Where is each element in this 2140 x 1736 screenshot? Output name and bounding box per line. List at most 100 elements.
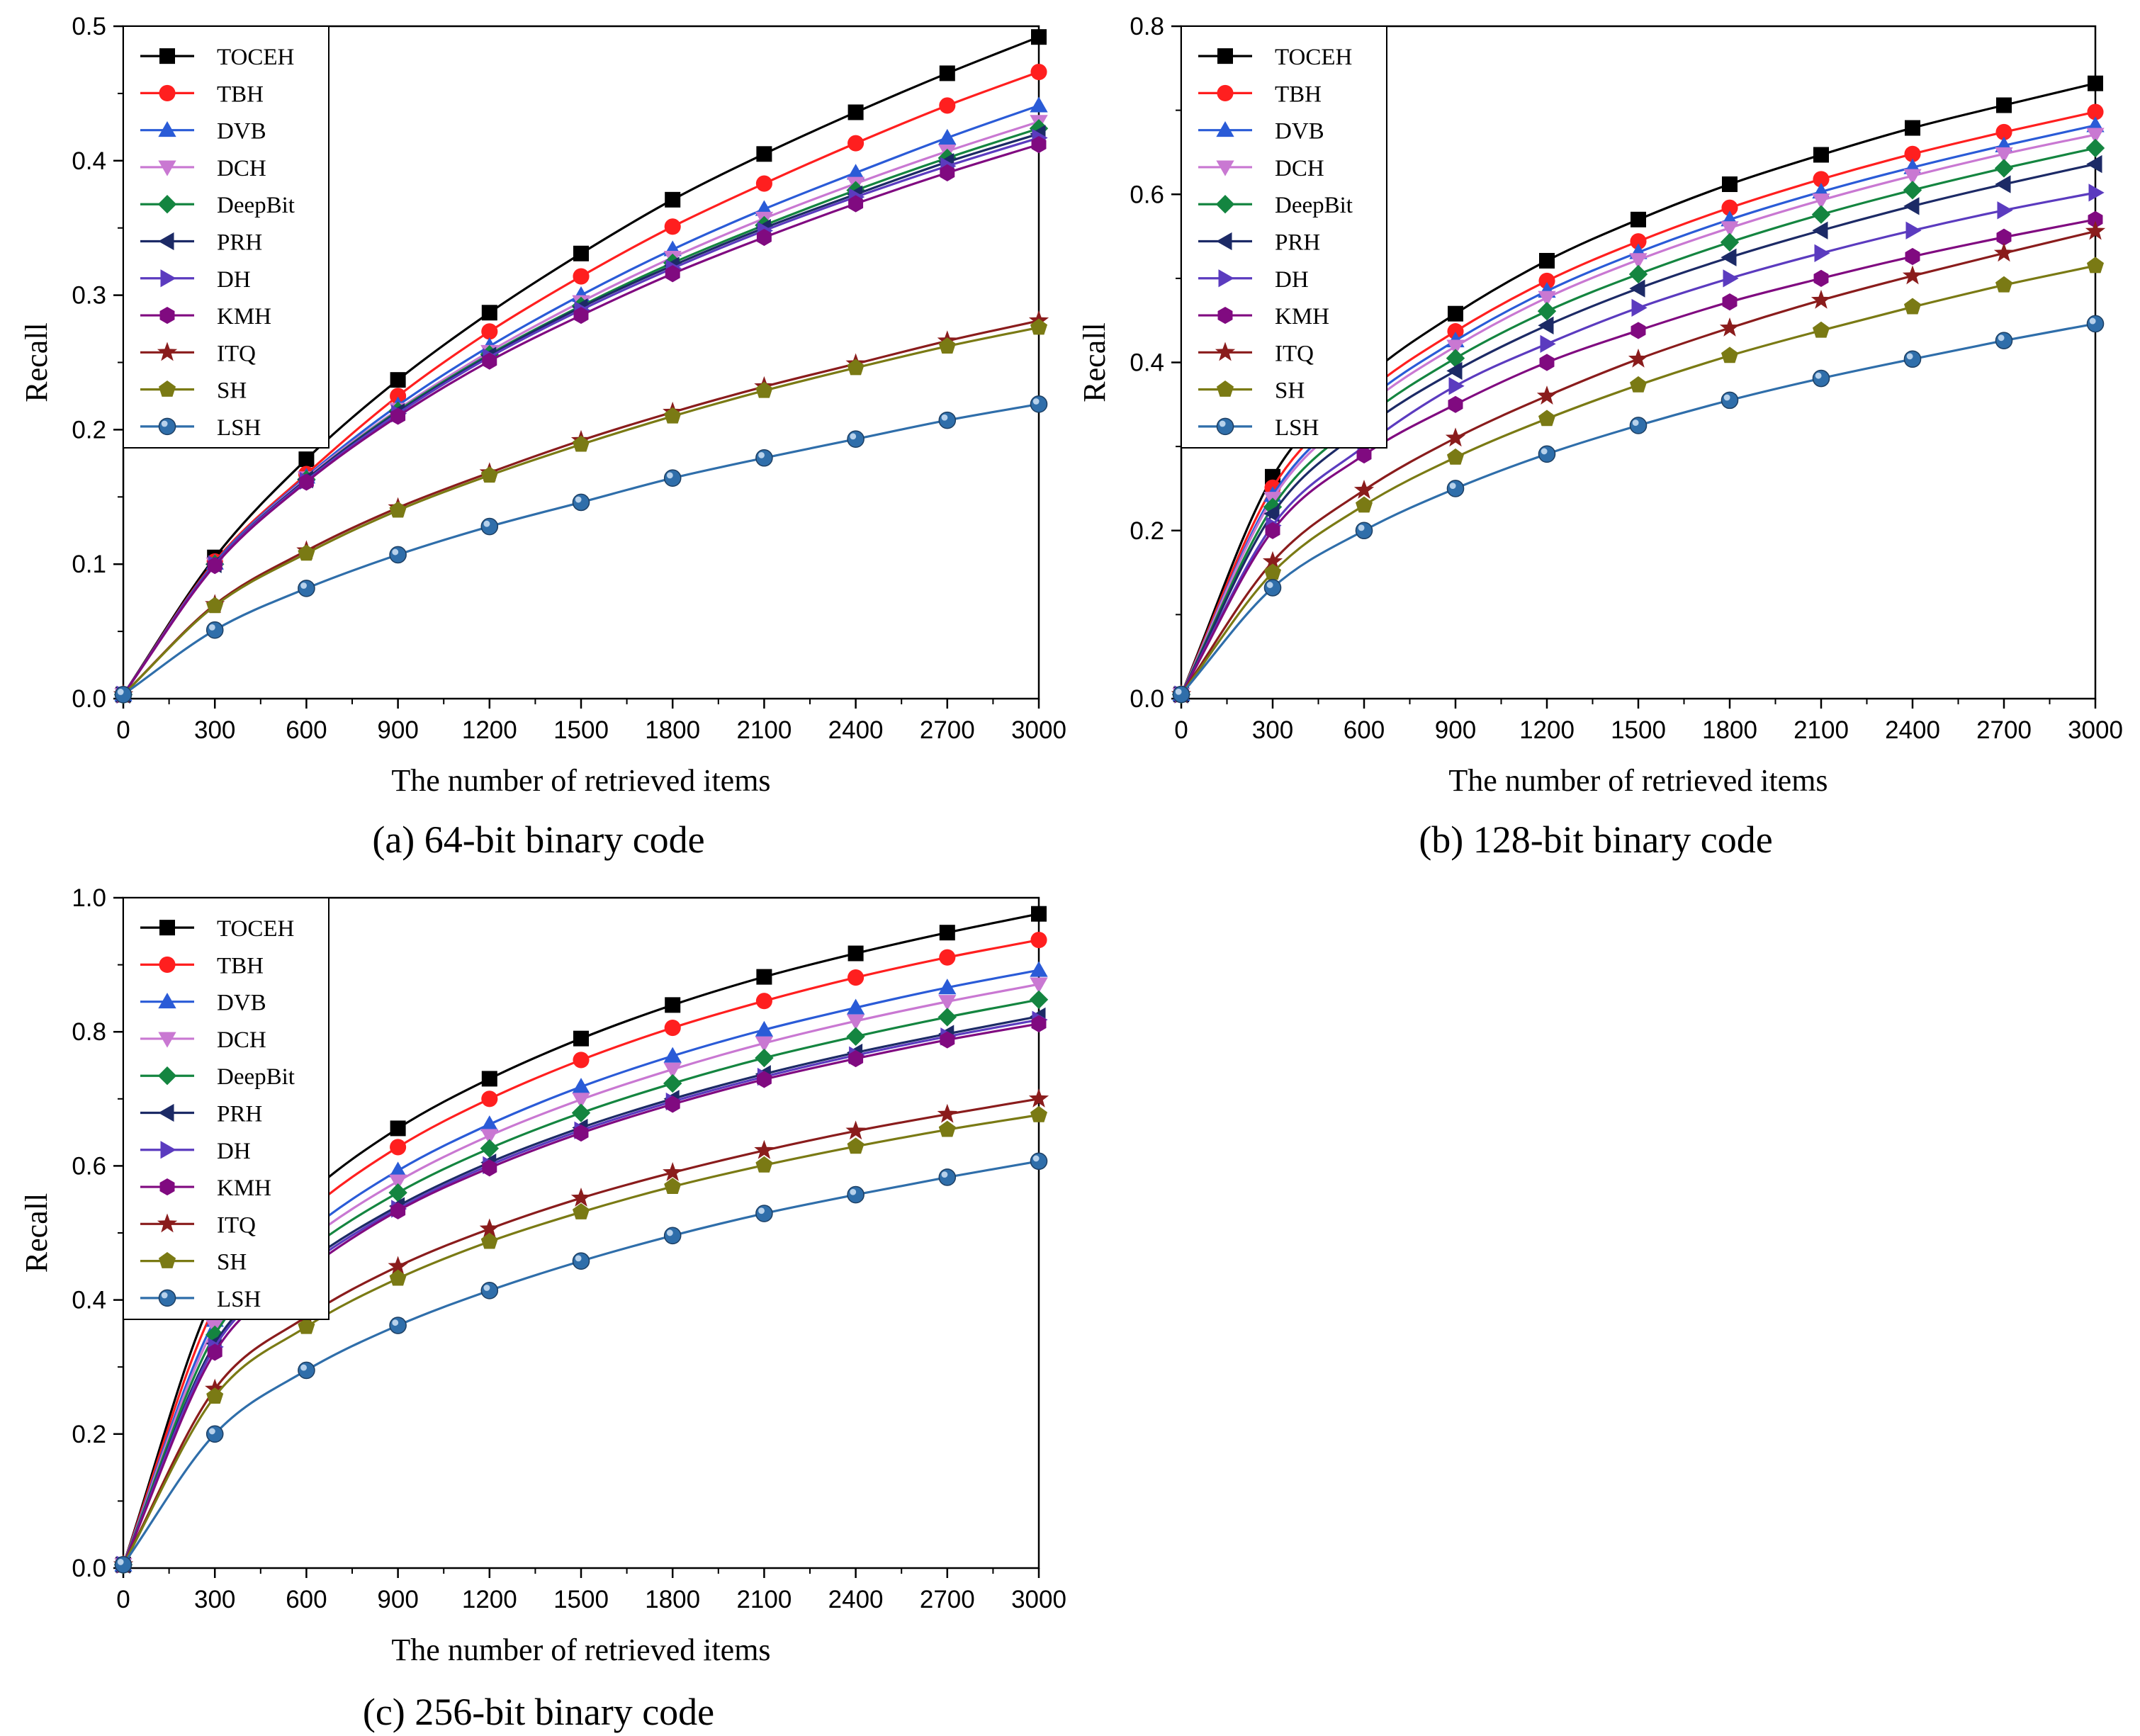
data-point [298, 580, 315, 597]
data-point [1030, 96, 1048, 113]
series-line [1180, 133, 2096, 695]
legend-label: LSH [1275, 415, 1319, 441]
data-point [2085, 138, 2105, 158]
x-tick-label: 2400 [1885, 716, 1940, 744]
data-point [205, 621, 224, 639]
sphere-body [205, 1425, 224, 1443]
sphere-body [755, 449, 773, 467]
sphere-highlight [575, 496, 582, 503]
data-point [938, 1168, 957, 1186]
x-tick-label: 0 [1174, 716, 1188, 744]
series-sh [114, 318, 1048, 702]
data-point [1030, 318, 1048, 335]
data-point [2086, 128, 2105, 144]
data-point [938, 337, 956, 354]
legend-item-sh: SH [140, 378, 247, 404]
triangle-right-icon [160, 269, 176, 288]
data-point [572, 1093, 590, 1109]
data-point [756, 1071, 772, 1088]
data-point [1903, 169, 1922, 185]
legend-item-toceh: TOCEH [1198, 45, 1352, 70]
data-point [756, 146, 772, 162]
sphere-icon [1216, 417, 1234, 436]
circle-icon [1217, 84, 1234, 101]
legend-label: ITQ [1275, 341, 1314, 366]
data-point [1031, 135, 1047, 154]
legend-item-dvb: DVB [1198, 119, 1324, 145]
data-point [572, 1203, 590, 1219]
data-point [1265, 522, 1280, 539]
data-point [1446, 361, 1463, 381]
diamond-icon [157, 1066, 177, 1086]
data-point [1812, 221, 1828, 239]
data-point [390, 388, 407, 405]
legend-box [123, 26, 330, 449]
data-point [207, 1343, 223, 1361]
sphere-highlight [208, 1428, 215, 1435]
data-point [571, 1103, 591, 1122]
triangle-down-icon [158, 160, 176, 176]
data-point [756, 228, 772, 247]
data-point [1263, 563, 1282, 580]
legend-item-itq: ITQ [1198, 341, 1314, 366]
data-point [1994, 159, 2014, 178]
legend-item-deepbit: DeepBit [140, 1064, 295, 1090]
sphere-highlight [575, 1255, 582, 1262]
legend-label: DCH [217, 1027, 266, 1053]
x-tick-label: 3000 [1011, 1586, 1066, 1613]
sphere-highlight [1449, 483, 1456, 489]
x-tick-label: 2400 [828, 1586, 884, 1613]
triangle-left-icon [1216, 232, 1232, 251]
sphere-highlight [117, 689, 124, 695]
series-line [122, 1018, 1040, 1565]
data-point [847, 135, 865, 152]
data-point [1538, 291, 1556, 307]
sphere-body [480, 517, 499, 536]
data-point [572, 493, 590, 512]
x-tick-label: 2700 [920, 716, 975, 744]
data-point [1355, 522, 1373, 540]
x-tick-label: 600 [286, 716, 327, 744]
sphere-body [938, 1168, 957, 1186]
data-point [1446, 339, 1465, 356]
legend-label: TOCEH [217, 45, 294, 70]
sphere-body [572, 1252, 590, 1270]
sphere-highlight [666, 472, 673, 479]
data-point [1813, 147, 1829, 163]
x-tick-label: 3000 [1011, 716, 1066, 744]
x-tick-label: 300 [1252, 716, 1293, 744]
data-point [1536, 385, 1558, 405]
sphere-body [114, 1555, 133, 1574]
y-tick-label: 0.4 [72, 147, 106, 175]
data-point [1995, 276, 2013, 293]
data-point [1905, 247, 1920, 266]
data-point [1631, 322, 1646, 339]
pentagon-icon [1216, 380, 1234, 397]
data-point [390, 1202, 406, 1219]
series-line [122, 35, 1040, 696]
data-point [756, 969, 772, 985]
legend-label: DH [217, 1139, 251, 1164]
data-point [1995, 123, 2012, 141]
legend-label: DeepBit [1275, 193, 1353, 218]
legend-label: LSH [217, 415, 261, 441]
data-point [205, 1425, 224, 1443]
sphere-highlight [161, 1292, 168, 1299]
sphere-highlight [161, 420, 168, 427]
sphere-body [2086, 315, 2105, 333]
x-tick-label: 1800 [645, 716, 700, 744]
x-tick-label: 0 [116, 716, 130, 744]
square-icon [159, 48, 175, 64]
data-point [1631, 298, 1648, 317]
data-point [389, 1269, 407, 1286]
legend-item-toceh: TOCEH [140, 45, 294, 70]
data-point [480, 1139, 499, 1159]
series-kmh [116, 1015, 1047, 1574]
data-point [2088, 184, 2105, 202]
data-point [298, 1361, 315, 1380]
sphere-body [158, 1289, 176, 1307]
data-point [938, 979, 957, 995]
data-point [1631, 211, 1646, 227]
legend-item-prh: PRH [1198, 230, 1320, 256]
data-point [664, 1019, 681, 1037]
